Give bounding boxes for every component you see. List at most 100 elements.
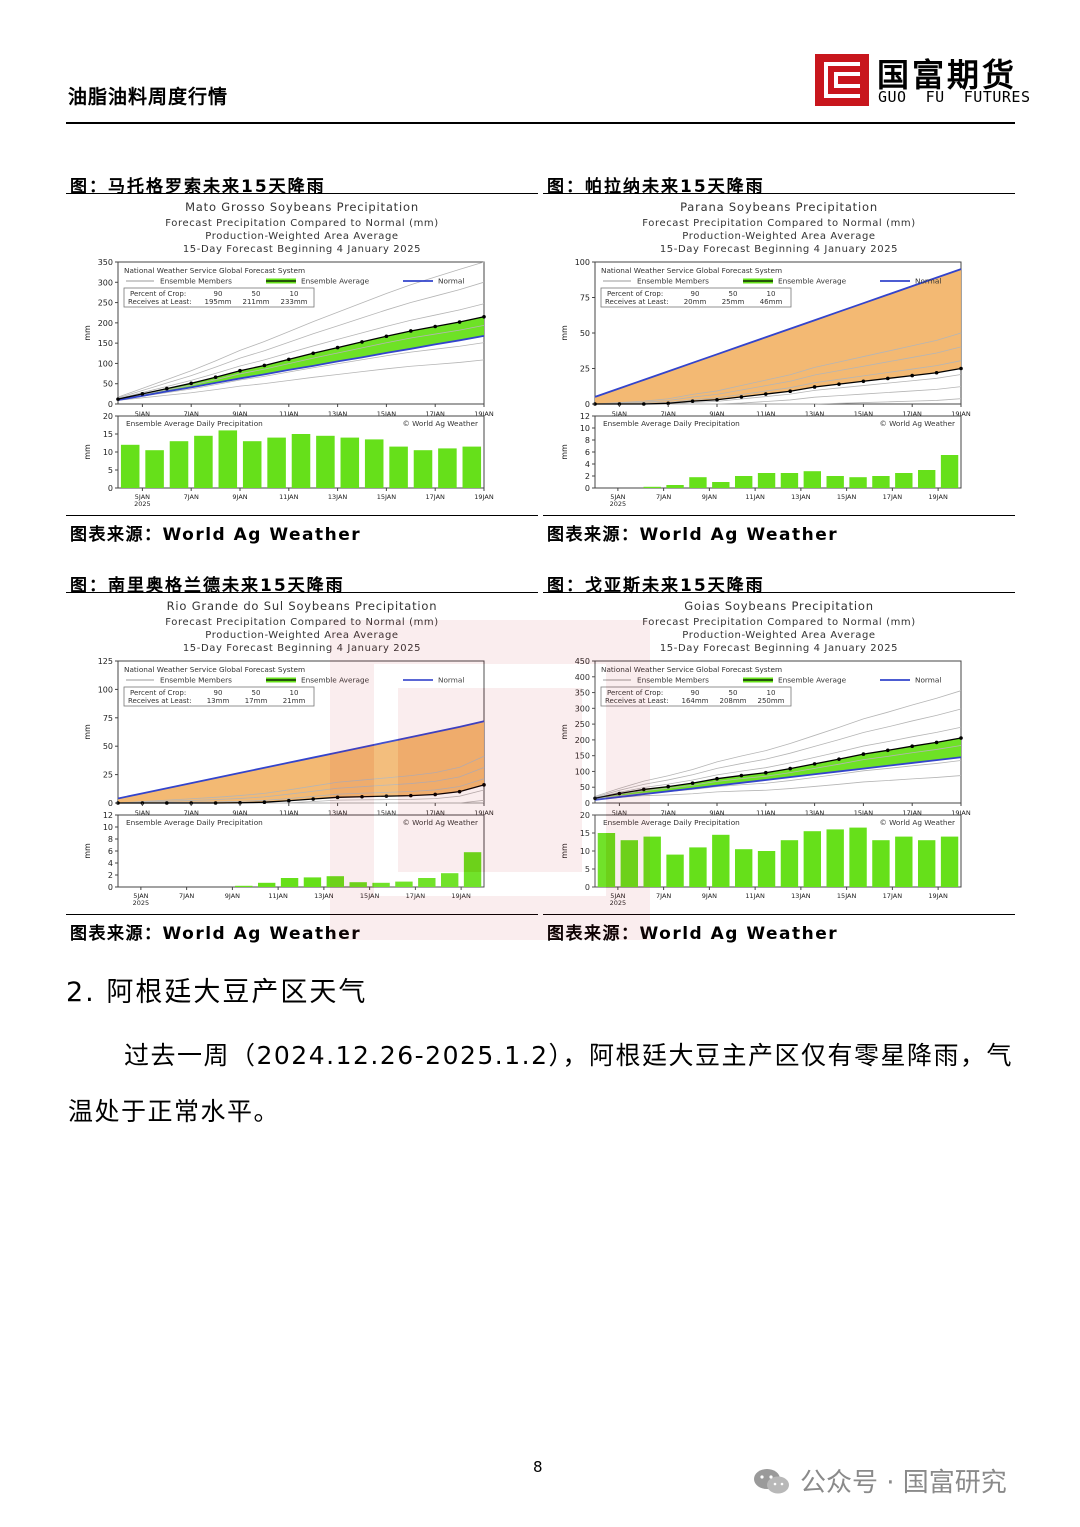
daily-bar [689, 847, 707, 887]
legend-avg: Ensemble Average [778, 676, 847, 685]
ensemble-average-point [910, 744, 914, 748]
daily-y-tick-label: 20 [580, 811, 590, 820]
daily-bar [418, 878, 436, 887]
daily-bar [267, 437, 286, 488]
crop-box [123, 287, 315, 308]
daily-plot-frame [117, 814, 485, 888]
daily-x-tick-label: 19JAN [928, 493, 948, 501]
y-tick-label: 75 [103, 714, 113, 723]
ensemble-average-point [409, 329, 413, 333]
y-tick-label: 300 [98, 278, 113, 287]
legend-avg: Ensemble Average [301, 676, 370, 685]
daily-y-tick-label: 20 [103, 412, 113, 421]
legend-normal: Normal [915, 277, 941, 286]
normal-line [594, 268, 962, 398]
daily-x-tick-label: 13JAN [791, 493, 811, 501]
chart-subtitle: Production-Weighted Area Average [682, 231, 875, 242]
daily-y-tick-label: 6 [585, 448, 590, 457]
y-tick-label: 25 [580, 365, 590, 374]
daily-bar [872, 476, 890, 488]
ensemble-average-point [739, 773, 744, 778]
daily-y-tick-label: 10 [103, 823, 113, 832]
receives-value: 208mm [720, 697, 747, 705]
watermark-text: 公众号 · 国富研究 [800, 1468, 1007, 1498]
x-tick-label: 5JAN [612, 410, 627, 418]
x-tick-label: 7JAN [661, 809, 676, 817]
daily-bar [849, 477, 867, 488]
chart-subtitle: Production-Weighted Area Average [205, 630, 398, 641]
daily-bar [326, 876, 345, 887]
daily-y-axis-label: mm [83, 843, 92, 859]
x-tick-label: 19JAN [474, 410, 494, 418]
ensemble-average-point [593, 796, 597, 801]
chart-subtitle: Forecast Precipitation Compared to Norma… [165, 617, 439, 628]
daily-chart-label: Ensemble Average Daily Precipitation [603, 419, 740, 428]
receives-value: 25mm [722, 298, 745, 306]
y-tick-label: 75 [580, 294, 590, 303]
chart-credit: © World Ag Weather [879, 419, 955, 428]
x-tick-label: 17JAN [426, 410, 446, 418]
crop-percent: 90 [214, 689, 223, 697]
logo-chinese-name: 国富期货 [877, 56, 1018, 94]
legend-members: Ensemble Members [160, 676, 232, 685]
ensemble-average-point [360, 794, 364, 799]
x-tick-label: 5JAN [135, 809, 150, 817]
receives-value: 17mm [245, 697, 268, 705]
ensemble-average-point [213, 375, 218, 380]
crop-percent: 10 [290, 689, 299, 697]
page-number: 8 [533, 1458, 543, 1476]
company-logo: 国富期货 GUO FU FUTURES [815, 52, 1030, 112]
daily-bar [438, 448, 457, 488]
x-tick-label: 13JAN [805, 809, 825, 817]
chart-subtitle: 15-Day Forecast Beginning 4 January 2025 [660, 244, 898, 255]
daily-x-tick-label: 9JAN [232, 493, 247, 501]
normal-line [117, 720, 485, 800]
ensemble-average-point [910, 373, 914, 378]
y-tick-label: 200 [98, 319, 113, 328]
ensemble-member-line [594, 745, 962, 799]
chart-subtitle: 15-Day Forecast Beginning 4 January 2025 [183, 643, 421, 654]
crop-box [123, 686, 315, 707]
x-tick-label: 9JAN [232, 410, 247, 418]
x-tick-label: 19JAN [951, 410, 971, 418]
daily-bar [620, 840, 639, 887]
paragraph-text: 过去一周（2024.12.26-2025.1.2），阿根廷大豆主产区仅有零星降雨… [68, 1041, 1013, 1126]
daily-x-tick-label: 11JAN [745, 493, 765, 501]
daily-y-tick-label: 15 [580, 829, 590, 838]
ensemble-average-point [457, 789, 462, 794]
ensemble-average-point [262, 363, 267, 368]
daily-bar [826, 829, 844, 887]
ensemble-member-line [117, 767, 485, 804]
x-tick-label: 5JAN [135, 410, 150, 418]
daily-bar [826, 476, 844, 488]
ensemble-average-point [861, 752, 866, 756]
ensemble-member-line [594, 332, 962, 405]
crop-percent: 50 [729, 290, 738, 298]
crop-percent: 50 [252, 689, 261, 697]
x-tick-label: 17JAN [426, 809, 446, 817]
receives-value: 164mm [682, 697, 709, 705]
ensemble-member-line [117, 359, 485, 401]
daily-y-tick-label: 10 [103, 448, 113, 457]
ensemble-average-point [666, 784, 670, 789]
ensemble-average-point [886, 376, 890, 381]
section-paragraph: 过去一周（2024.12.26-2025.1.2），阿根廷大豆主产区仅有零星降雨… [68, 1028, 1028, 1140]
crop-percent: 50 [729, 689, 738, 697]
y-axis-label: mm [83, 325, 92, 341]
ensemble-member-line [594, 726, 962, 799]
logo-english-name: GUO FU FUTURES [878, 88, 1031, 106]
chart-title: Goias Soybeans Precipitation [684, 599, 874, 613]
ensemble-average-point [335, 345, 340, 350]
x-tick-label: 5JAN [612, 809, 627, 817]
daily-bar [364, 439, 384, 488]
y-tick-label: 0 [108, 400, 113, 409]
daily-y-tick-label: 5 [585, 865, 590, 874]
daily-x-tick-label: 19JAN [928, 892, 948, 900]
crop-percent: 90 [214, 290, 223, 298]
y-tick-label: 125 [98, 657, 113, 666]
daily-x-tick-label: 5JAN [610, 892, 625, 900]
ensemble-member-line [594, 360, 962, 405]
daily-x-tick-label: 19JAN [451, 892, 471, 900]
ensemble-average-point [666, 401, 670, 406]
crop-percent: 10 [290, 290, 299, 298]
